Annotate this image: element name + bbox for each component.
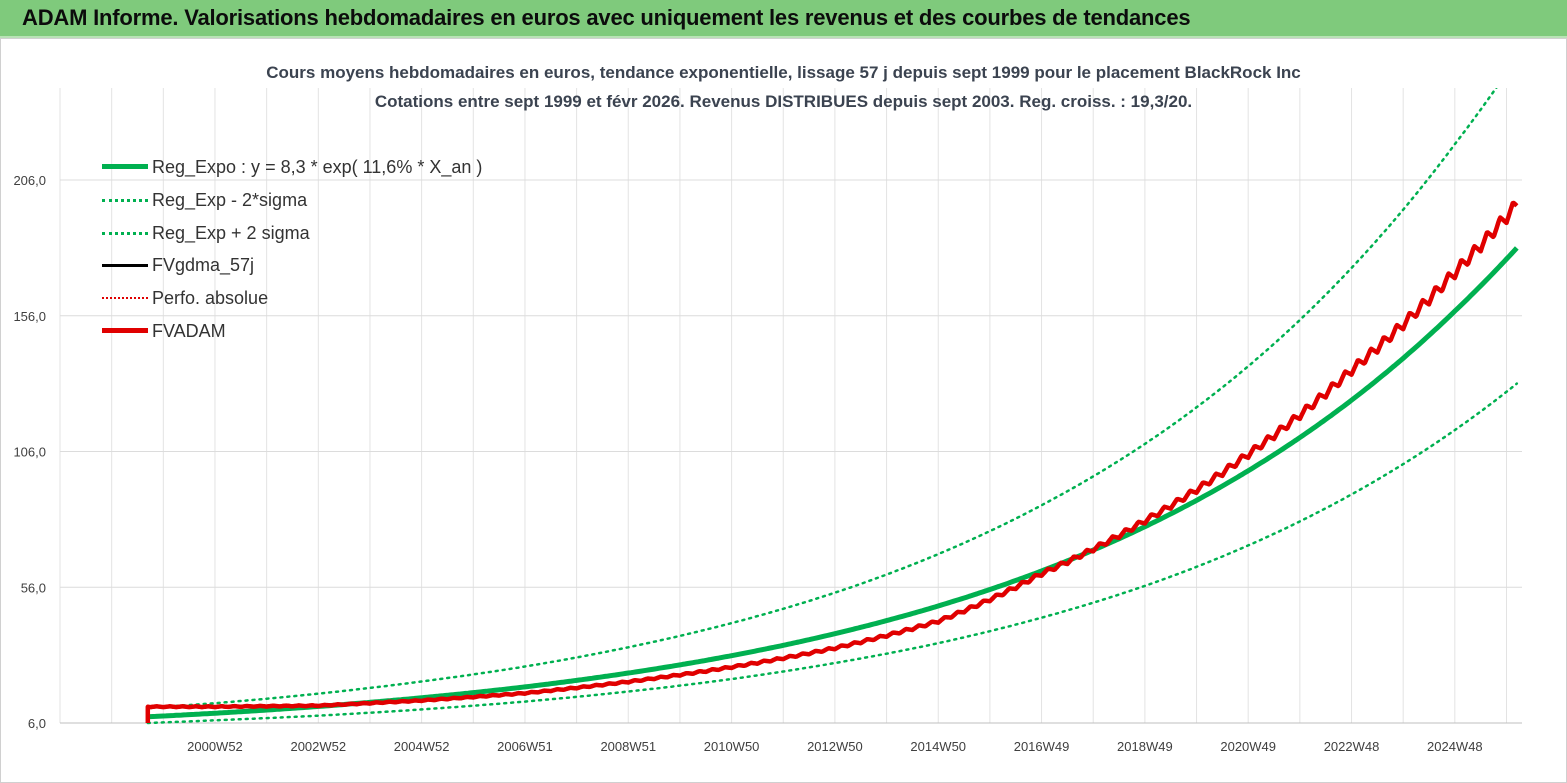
x-tick-label: 2004W52 [394, 739, 450, 754]
x-tick-label: 2000W52 [187, 739, 243, 754]
x-tick-label: 2016W49 [1014, 739, 1070, 754]
legend-label-fvadam: FVADAM [152, 321, 226, 341]
legend-label-fvgdma: FVgdma_57j [152, 255, 255, 275]
series-reg-expo [147, 246, 1519, 720]
legend-label-reg-exp-plus: Reg_Exp + 2 sigma [152, 223, 310, 243]
app-header: ADAM Informe. Valorisations hebdomadaire… [0, 0, 1567, 38]
legend-swatch-fvgdma [102, 264, 148, 267]
legend-swatch-perfo-absolue [102, 297, 148, 299]
series-perfo-absolue [147, 201, 1518, 709]
x-tick-label: 2006W51 [497, 739, 553, 754]
legend-swatch-fvadam [102, 328, 148, 333]
y-tick-label: 106,0 [13, 445, 46, 460]
x-tick-label: 2020W49 [1220, 739, 1276, 754]
legend-swatch-reg-expo [102, 164, 148, 169]
x-tick-label: 2024W48 [1427, 739, 1483, 754]
x-tick-label: 2022W48 [1324, 739, 1380, 754]
y-tick-label: 56,0 [21, 580, 46, 595]
series-fvgdma-57j [147, 201, 1518, 709]
legend-label-reg-expo: Reg_Expo : y = 8,3 * exp( 11,6% * X_an ) [152, 157, 483, 177]
legend-label-perfo-absolue: Perfo. absolue [152, 288, 269, 308]
x-tick-label: 2012W50 [807, 739, 863, 754]
legend-swatch-reg-exp-plus [102, 232, 148, 235]
y-tick-label: 6,0 [28, 716, 46, 731]
legend-label-reg-exp-minus: Reg_Exp - 2*sigma [152, 190, 308, 210]
x-tick-label: 2008W51 [600, 739, 656, 754]
series-reg-exp-plus-2sigma [146, 88, 1498, 710]
app-title: ADAM Informe. Valorisations hebdomadaire… [22, 5, 1191, 30]
y-tick-label: 156,0 [13, 309, 46, 324]
series-reg-exp-minus-2sigma [146, 382, 1519, 725]
legend-swatch-reg-exp-minus [102, 199, 148, 202]
series-fvadam [145, 200, 1519, 723]
x-tick-label: 2002W52 [290, 739, 346, 754]
x-tick-label: 2010W50 [704, 739, 760, 754]
y-tick-label: 206,0 [13, 173, 46, 188]
x-tick-label: 2014W50 [910, 739, 966, 754]
x-tick-label: 2018W49 [1117, 739, 1173, 754]
chart-subtitle: Cotations entre sept 1999 et févr 2026. … [374, 92, 1193, 111]
chart-title: Cours moyens hebdomadaires en euros, ten… [266, 63, 1301, 82]
